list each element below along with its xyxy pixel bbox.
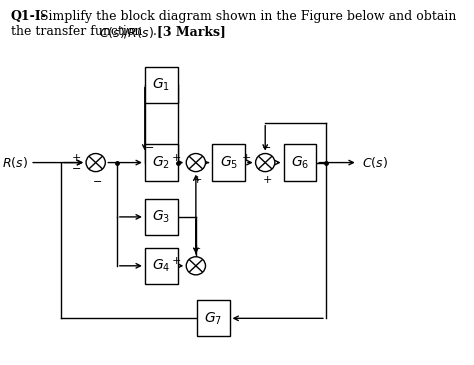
Text: $G_4$: $G_4$	[152, 258, 170, 274]
Text: $G_2$: $G_2$	[152, 154, 170, 171]
Text: .: .	[153, 25, 161, 38]
Bar	[145, 145, 178, 181]
Bar	[145, 199, 178, 235]
Text: +: +	[172, 153, 182, 163]
Circle shape	[186, 257, 206, 275]
Text: Simplify the block diagram shown in the Figure below and obtain: Simplify the block diagram shown in the …	[40, 11, 456, 23]
Text: +: +	[242, 153, 251, 163]
Text: +: +	[263, 174, 272, 185]
Text: the transfer function: the transfer function	[11, 25, 146, 38]
Text: +: +	[193, 174, 202, 185]
Text: $-$: $-$	[261, 141, 271, 151]
Bar	[212, 145, 245, 181]
Text: $R(s)$: $R(s)$	[2, 155, 28, 170]
Text: $G_1$: $G_1$	[152, 77, 170, 93]
Circle shape	[186, 154, 206, 172]
Text: $-$: $-$	[91, 174, 102, 185]
Circle shape	[255, 154, 275, 172]
Bar	[145, 248, 178, 284]
Text: $G_5$: $G_5$	[219, 154, 237, 171]
Text: $-$: $-$	[71, 162, 82, 172]
Text: $G_7$: $G_7$	[204, 310, 222, 327]
Text: $C(s)/R(s)$: $C(s)/R(s)$	[99, 25, 154, 40]
Text: $C(s)$: $C(s)$	[362, 155, 387, 170]
Text: +: +	[72, 153, 82, 163]
Bar	[145, 66, 178, 103]
Text: +: +	[172, 256, 182, 266]
Text: $G_3$: $G_3$	[152, 209, 170, 225]
Text: $G_6$: $G_6$	[291, 154, 309, 171]
Text: +: +	[192, 244, 201, 254]
Text: $-$: $-$	[145, 141, 155, 151]
Text: [3 Marks]: [3 Marks]	[157, 25, 226, 38]
Bar	[283, 145, 316, 181]
Bar	[197, 300, 229, 337]
Circle shape	[86, 154, 105, 172]
Text: Q1-I-: Q1-I-	[11, 11, 46, 23]
